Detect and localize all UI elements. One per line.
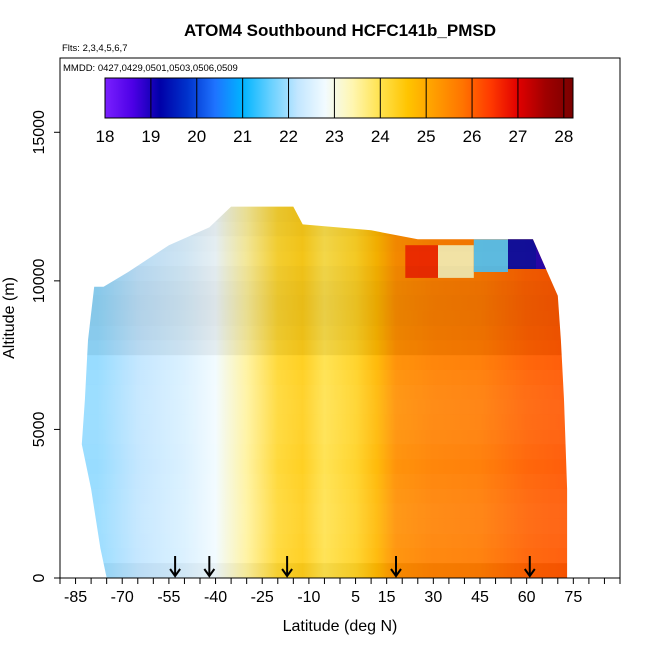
colorbar-gradient [104, 77, 574, 119]
x-tick-label: 75 [564, 589, 582, 606]
x-tick-label: 15 [378, 589, 396, 606]
y-axis: 0 5000 10000 15000 [31, 110, 60, 582]
colorbar-tick-label: 20 [187, 127, 206, 146]
profile-arrow [169, 556, 181, 578]
altitude-band [81, 503, 568, 519]
x-tick-label: -85 [64, 589, 87, 606]
altitude-band [81, 236, 568, 252]
colorbar-tick-label: 28 [554, 127, 573, 146]
y-tick-label: 5000 [31, 412, 48, 448]
profile-arrow [390, 556, 402, 578]
anomaly-cell [473, 239, 508, 272]
altitude-band [81, 310, 568, 326]
dates-note: MMDD: 0427,0429,0501,0503,0506,0509 [63, 63, 238, 74]
x-tick-label: -55 [157, 589, 180, 606]
y-axis-label: Altitude (m) [1, 277, 18, 359]
colorbar-tick-label: 23 [325, 127, 344, 146]
colorbar-ticks: 18 19 20 21 22 23 24 25 26 27 28 [96, 78, 573, 146]
profile-arrows [169, 556, 536, 578]
altitude-band [81, 488, 568, 504]
flights-note: Flts: 2,3,4,5,6,7 [62, 43, 127, 54]
profile-arrow [523, 556, 536, 578]
x-axis-label: Latitude (deg N) [283, 618, 398, 635]
altitude-band [81, 548, 568, 564]
x-tick-label: 5 [351, 589, 360, 606]
altitude-band [81, 563, 568, 578]
colorbar: 18 19 20 21 22 23 24 25 26 27 28 [96, 77, 574, 146]
colorbar-tick-label: 22 [279, 127, 298, 146]
altitude-band [81, 414, 568, 430]
altitude-band [81, 399, 568, 415]
y-tick-label: 10000 [31, 259, 48, 304]
anomaly-cell [405, 245, 438, 278]
colorbar-tick-label: 18 [96, 127, 115, 146]
x-tick-label: -70 [111, 589, 134, 606]
colorbar-tick-label: 26 [463, 127, 482, 146]
altitude-band [81, 266, 568, 281]
anomaly-cell [508, 236, 536, 269]
colorbar-tick-label: 25 [417, 127, 436, 146]
altitude-band [81, 355, 568, 370]
x-tick-label: 45 [471, 589, 489, 606]
x-tick-label: -25 [251, 589, 274, 606]
x-tick-label: -40 [204, 589, 227, 606]
x-axis: -85 -70 -55 -40 -25 -10 5 15 30 45 60 75 [59, 578, 621, 606]
altitude-band [81, 251, 568, 266]
colorbar-tick-label: 24 [371, 127, 390, 146]
colorbar-tick-label: 21 [233, 127, 252, 146]
colorbar-tick-label: 27 [508, 127, 527, 146]
x-tick-label: 30 [424, 589, 442, 606]
altitude-band [81, 340, 568, 356]
y-tick-label: 15000 [31, 110, 48, 155]
altitude-band [81, 459, 568, 474]
altitude-band [81, 474, 568, 489]
altitude-band [81, 429, 568, 445]
x-tick-label: -10 [297, 589, 320, 606]
y-tick-label: 0 [31, 573, 48, 582]
altitude-band [81, 533, 568, 549]
chart-title: ATOM4 Southbound HCFC141b_PMSD [184, 21, 496, 40]
anomaly-cell [438, 245, 474, 278]
plot-area [60, 58, 620, 578]
altitude-band [81, 280, 568, 296]
altitude-band [81, 370, 568, 385]
colorbar-tick-label: 19 [141, 127, 160, 146]
x-tick-label: 60 [518, 589, 536, 606]
altitude-band [81, 518, 568, 534]
altitude-band [81, 325, 568, 341]
altitude-band [81, 384, 568, 400]
altitude-band [81, 444, 568, 460]
profile-arrow [203, 556, 216, 578]
profile-arrow [281, 556, 293, 578]
altitude-band [81, 295, 568, 311]
